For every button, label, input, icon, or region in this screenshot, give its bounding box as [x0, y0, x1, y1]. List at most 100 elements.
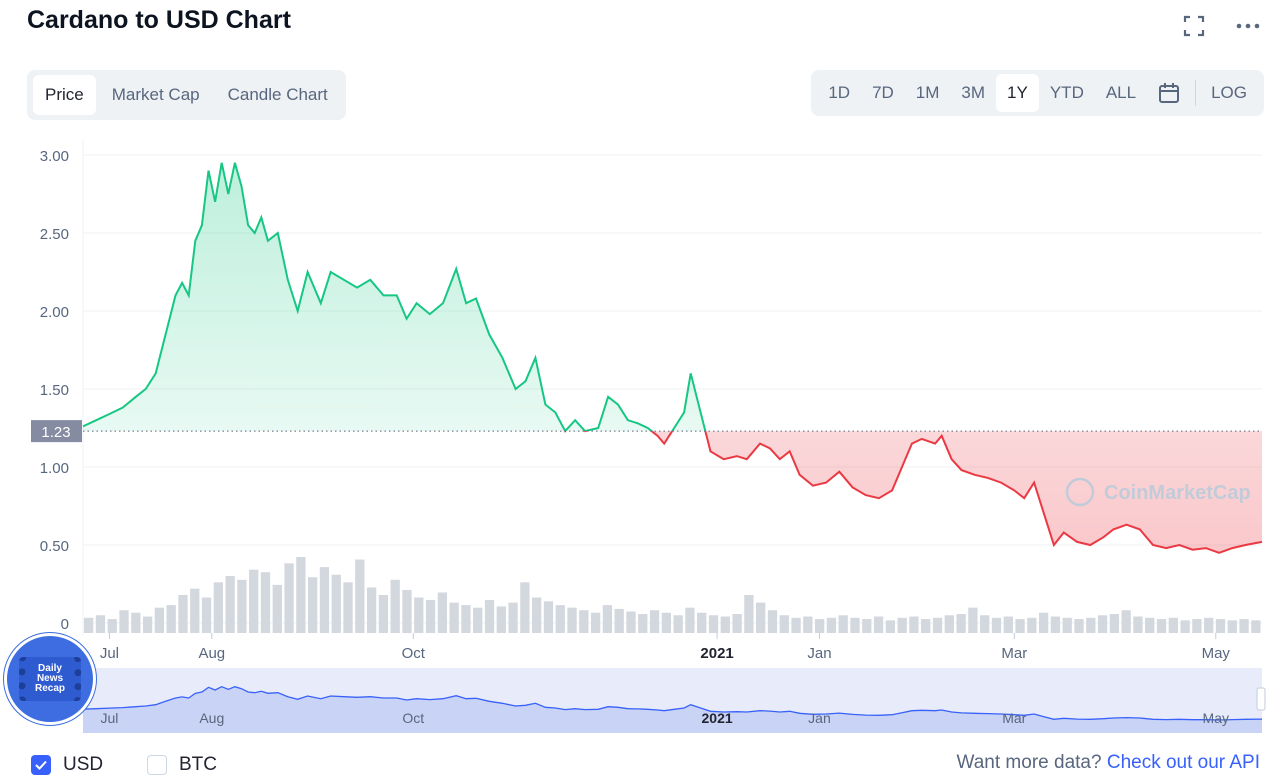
- range-all[interactable]: ALL: [1105, 83, 1137, 102]
- volume-bar: [520, 582, 530, 633]
- fullscreen-icon[interactable]: [1182, 14, 1206, 38]
- volume-bar: [225, 576, 235, 633]
- y-tick-label: 0: [61, 616, 69, 633]
- chart-type-tabs: Price Market Cap Candle Chart: [27, 70, 346, 120]
- volume-bar: [932, 617, 943, 633]
- volume-bar: [449, 602, 459, 633]
- volume-bar: [980, 615, 990, 633]
- price-line-down: [564, 431, 1263, 554]
- volume-bar: [95, 615, 106, 633]
- film-icon: Daily News Recap: [19, 657, 81, 701]
- volume-bar: [543, 601, 554, 633]
- volume-bar: [649, 610, 660, 633]
- volume-bar: [791, 617, 801, 633]
- page-title: Cardano to USD Chart: [27, 6, 291, 34]
- volume-bar: [355, 559, 365, 633]
- volume-bar: [166, 605, 176, 633]
- y-tick-label: 0.50: [40, 538, 69, 555]
- area-above: [83, 162, 706, 432]
- usd-label: USD: [63, 754, 104, 775]
- time-range-selector: 1D 7D 1M 3M 1Y YTD ALL LOG: [811, 70, 1264, 116]
- volume-bar: [921, 619, 931, 633]
- reference-price-label: 1.23: [41, 424, 70, 441]
- volume-bar: [107, 619, 117, 633]
- y-tick-label: 1.50: [40, 382, 69, 399]
- range-ytd[interactable]: YTD: [1049, 83, 1084, 102]
- price-line-up: [82, 162, 707, 432]
- range-1d[interactable]: 1D: [828, 83, 851, 102]
- volume-bar: [779, 615, 789, 633]
- volume-bar: [697, 612, 707, 633]
- volume-bar: [142, 616, 153, 633]
- btc-label: BTC: [179, 754, 217, 775]
- volume-bar: [284, 563, 294, 633]
- volume-bar: [803, 616, 813, 633]
- volume-bar: [956, 614, 966, 633]
- calendar-icon[interactable]: [1147, 74, 1191, 112]
- volume-bar: [473, 607, 483, 633]
- volume-bar: [296, 557, 306, 633]
- tab-market-cap[interactable]: Market Cap: [111, 85, 200, 104]
- navigator-tick-label: Jul: [100, 710, 118, 726]
- volume-bar: [1121, 610, 1131, 633]
- api-prefix: Want more data?: [956, 752, 1102, 773]
- volume-bar: [590, 612, 601, 633]
- btc-checkbox[interactable]: [147, 755, 167, 775]
- navigator-handle: [1256, 687, 1266, 711]
- volume-bar: [826, 617, 837, 633]
- volume-bar: [366, 587, 377, 633]
- legend-usd[interactable]: USD: [31, 754, 103, 776]
- volume-bar: [1086, 617, 1096, 633]
- volume-bar: [732, 614, 742, 633]
- header-actions: [1182, 14, 1260, 38]
- volume-bar: [685, 607, 695, 633]
- volume-bar: [602, 605, 613, 633]
- legend-btc[interactable]: BTC: [147, 754, 217, 776]
- volume-bar: [838, 615, 848, 633]
- volume-bar: [331, 574, 341, 633]
- volume-bar: [461, 605, 471, 633]
- volume-bar: [496, 606, 506, 633]
- volume-bar: [626, 611, 636, 633]
- tab-candle-chart[interactable]: Candle Chart: [227, 85, 328, 104]
- volume-bar: [862, 619, 872, 633]
- volume-bar: [343, 582, 353, 633]
- area-below: [83, 431, 1262, 553]
- volume-bar: [84, 617, 94, 633]
- navigator-line: [82, 685, 1263, 721]
- range-1m[interactable]: 1M: [915, 83, 940, 102]
- volume-bar: [178, 595, 188, 633]
- volume-bar: [897, 617, 907, 633]
- range-divider: [1195, 80, 1197, 106]
- volume-bar: [414, 597, 424, 633]
- volume-bar: [1038, 612, 1049, 633]
- volume-bar: [1003, 616, 1013, 633]
- badge-line-2: News: [36, 673, 64, 684]
- x-tick-label: Jul: [100, 645, 119, 662]
- volume-bar: [190, 588, 200, 633]
- volume-bar: [1239, 619, 1249, 633]
- volume-bar: [744, 595, 754, 633]
- range-1y[interactable]: 1Y: [996, 74, 1039, 112]
- usd-checkbox[interactable]: [31, 755, 51, 775]
- x-tick-label: Mar: [1001, 645, 1027, 662]
- volume-bar: [661, 612, 671, 633]
- tab-price[interactable]: Price: [33, 75, 96, 115]
- navigator-tick-label: Mar: [1002, 710, 1026, 726]
- range-3m[interactable]: 3M: [961, 83, 986, 102]
- volume-bar: [1074, 619, 1084, 633]
- log-scale-toggle[interactable]: LOG: [1211, 83, 1247, 102]
- volume-bar: [272, 584, 282, 633]
- range-7d[interactable]: 7D: [872, 83, 894, 102]
- volume-bar: [1015, 619, 1025, 633]
- price-chart[interactable]: 3.00 2.50 2.00 1.50 1.00 0.50 0 1.23 CoinMarketC…: [0, 130, 1280, 740]
- api-promo: Want more data? Check out our API: [957, 752, 1260, 774]
- api-link[interactable]: Check out our API: [1106, 752, 1260, 773]
- volume-bar: [909, 616, 919, 633]
- volume-bar: [1062, 617, 1072, 633]
- volume-bar: [1251, 620, 1261, 633]
- volume-bar: [579, 610, 589, 633]
- more-icon[interactable]: [1236, 14, 1260, 38]
- volume-bar: [213, 582, 223, 633]
- volume-bar: [249, 569, 259, 633]
